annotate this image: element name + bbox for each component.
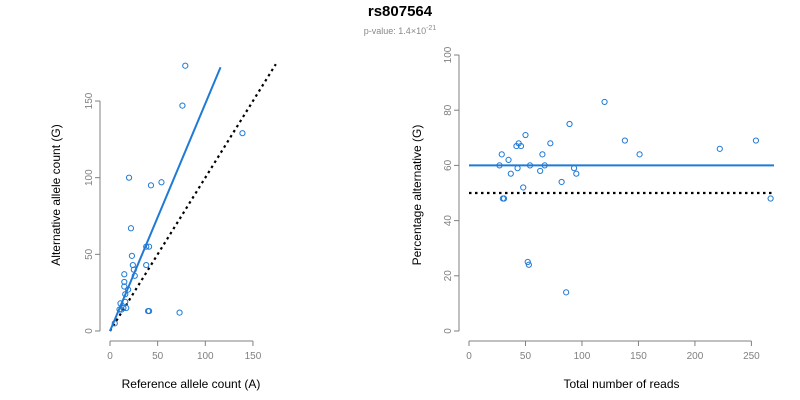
data-point xyxy=(547,140,554,147)
data-point xyxy=(116,306,123,313)
y-tick-label: 0 xyxy=(443,328,454,334)
data-point xyxy=(123,304,130,312)
y-tick-label: 100 xyxy=(443,46,454,63)
x-axis-label: Total number of reads xyxy=(563,377,679,391)
data-point xyxy=(573,170,580,177)
reference-line xyxy=(109,63,277,332)
data-point xyxy=(121,271,128,278)
data-point xyxy=(122,298,129,305)
data-point xyxy=(570,165,578,172)
data-point xyxy=(539,151,546,158)
x-tick-label: 100 xyxy=(574,351,591,362)
data-point xyxy=(498,151,505,158)
data-point xyxy=(526,162,534,169)
data-point xyxy=(767,195,774,202)
y-tick-label: 20 xyxy=(443,270,454,282)
data-point xyxy=(520,184,527,191)
data-point xyxy=(125,174,133,181)
data-point xyxy=(505,156,512,163)
data-point xyxy=(563,289,570,296)
data-point xyxy=(752,137,760,144)
y-tick-label: 80 xyxy=(443,104,454,116)
data-point xyxy=(525,261,532,268)
data-point xyxy=(500,195,508,202)
data-point xyxy=(507,170,514,177)
y-tick-label: 50 xyxy=(84,248,95,260)
data-point xyxy=(537,167,544,175)
panel-1: 0 50 100 150 0 50 100 150 Reference allele count… xyxy=(49,62,277,391)
x-tick-label: 150 xyxy=(245,351,262,362)
y-tick-label: 150 xyxy=(84,92,95,109)
y-tick-label: 60 xyxy=(443,159,454,171)
data-point xyxy=(120,304,127,312)
data-point xyxy=(121,283,128,290)
data-point xyxy=(143,261,150,269)
x-tick-label: 50 xyxy=(152,351,164,362)
x-tick-label: 250 xyxy=(743,351,760,362)
data-point xyxy=(522,131,529,139)
data-point xyxy=(111,320,118,327)
x-axis-label: Reference allele count (A) xyxy=(122,377,261,391)
data-point xyxy=(131,272,138,279)
data-point xyxy=(158,179,165,186)
x-tick-label: 100 xyxy=(197,351,214,362)
data-point xyxy=(176,309,183,316)
data-point xyxy=(517,142,525,150)
data-point xyxy=(524,258,531,266)
data-point xyxy=(130,266,137,273)
x-tick-label: 200 xyxy=(687,351,704,362)
data-point xyxy=(182,62,189,69)
data-point xyxy=(558,178,565,186)
x-tick-label: 0 xyxy=(466,351,472,362)
data-point xyxy=(541,162,548,169)
data-point xyxy=(127,225,135,232)
data-point xyxy=(636,151,643,158)
data-point xyxy=(121,278,128,286)
data-point xyxy=(496,162,503,169)
x-tick-label: 0 xyxy=(107,351,113,362)
data-point xyxy=(566,120,573,128)
data-point xyxy=(716,145,723,152)
data-point xyxy=(143,243,150,250)
data-point xyxy=(514,165,521,172)
panel-2: 0 50 100 150 200 250 0 20 40 60 80 100 Total number … xyxy=(410,46,774,391)
p-value-exponent: -21 xyxy=(426,25,437,32)
data-point xyxy=(621,137,628,144)
data-point xyxy=(179,102,186,109)
data-point xyxy=(128,252,136,259)
data-point xyxy=(145,307,153,315)
data-point xyxy=(239,130,246,137)
data-point xyxy=(145,243,153,250)
p-value-text: p-value: 1.4 xyxy=(363,26,411,36)
data-point xyxy=(125,286,132,293)
y-axis-label: Percentage alternative (G) xyxy=(410,125,424,266)
p-value-subtitle: p-value: 1.4×10-21 xyxy=(0,25,800,36)
data-point xyxy=(601,98,608,106)
y-tick-label: 0 xyxy=(84,328,95,334)
chart-title: rs807564 xyxy=(367,3,433,20)
y-axis-label: Alternative allele count (G) xyxy=(49,124,63,265)
x-tick-label: 50 xyxy=(520,351,532,362)
y-tick-label: 100 xyxy=(84,169,95,186)
data-point xyxy=(122,291,129,298)
p-value-times: ×10 xyxy=(410,26,427,36)
y-tick-label: 40 xyxy=(443,215,454,227)
data-point xyxy=(147,182,155,189)
x-tick-label: 150 xyxy=(630,351,647,362)
